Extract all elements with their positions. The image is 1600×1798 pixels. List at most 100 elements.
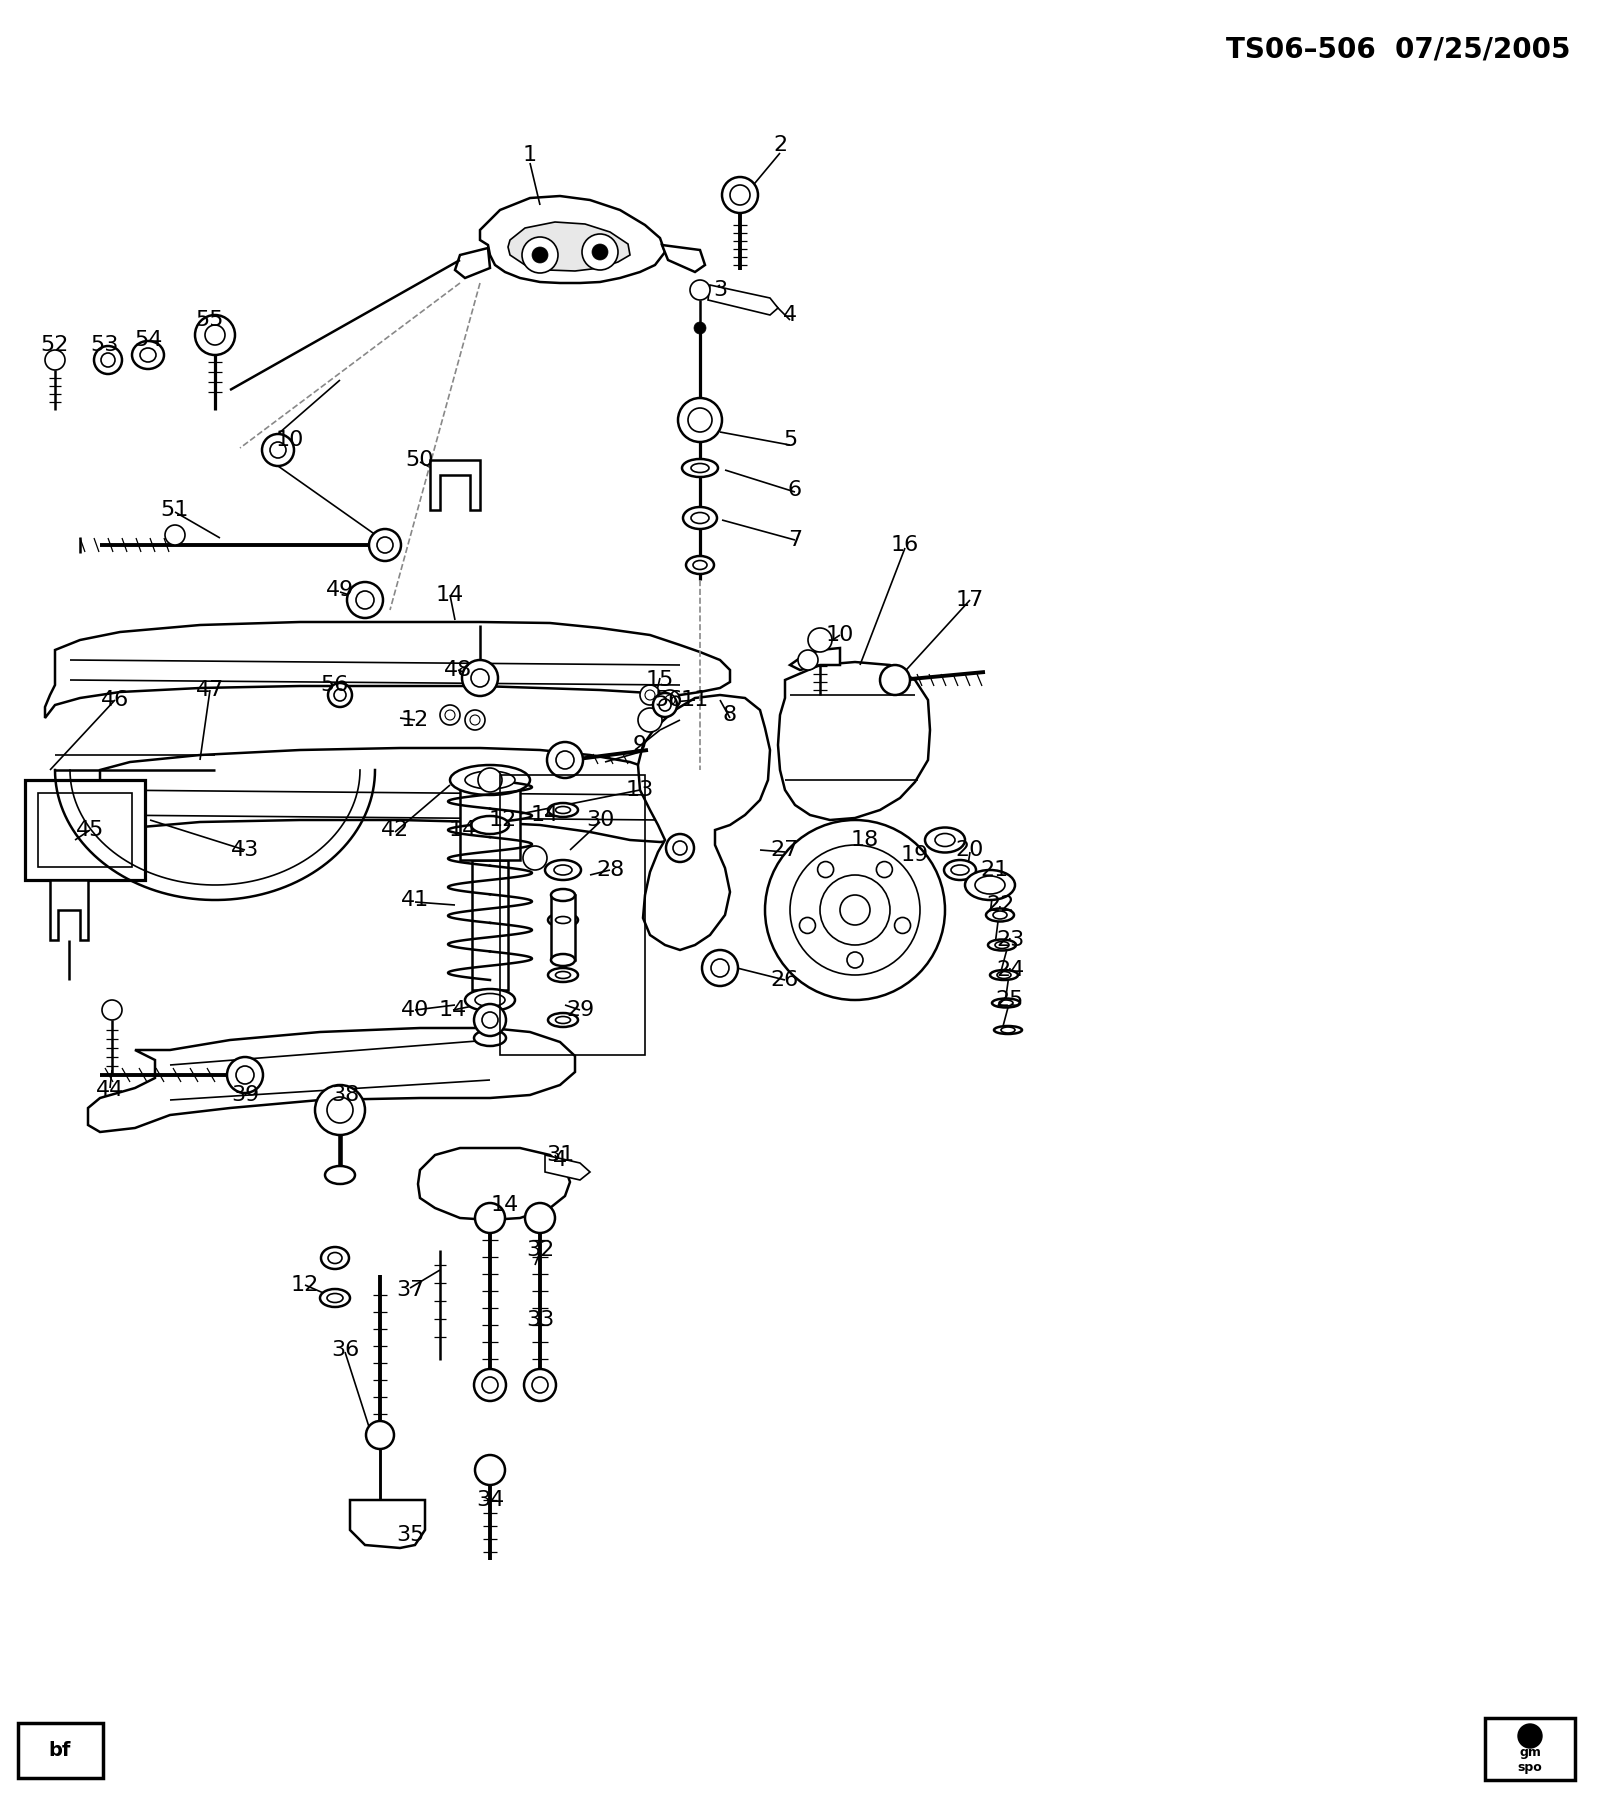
Ellipse shape bbox=[989, 940, 1016, 951]
Ellipse shape bbox=[691, 512, 709, 523]
Text: 56: 56 bbox=[322, 674, 349, 696]
Circle shape bbox=[328, 683, 352, 707]
Ellipse shape bbox=[547, 804, 578, 816]
Polygon shape bbox=[45, 622, 730, 717]
Circle shape bbox=[638, 708, 662, 732]
Circle shape bbox=[800, 917, 816, 933]
Circle shape bbox=[355, 592, 374, 610]
Circle shape bbox=[1518, 1724, 1542, 1748]
Polygon shape bbox=[546, 1154, 590, 1179]
Polygon shape bbox=[480, 196, 666, 282]
Polygon shape bbox=[509, 221, 630, 271]
Circle shape bbox=[523, 847, 547, 870]
Bar bbox=[472, 859, 509, 991]
Ellipse shape bbox=[466, 771, 515, 789]
Ellipse shape bbox=[944, 859, 976, 879]
Circle shape bbox=[525, 1368, 557, 1401]
Circle shape bbox=[531, 246, 547, 263]
Circle shape bbox=[818, 861, 834, 877]
Circle shape bbox=[440, 705, 461, 725]
Ellipse shape bbox=[974, 876, 1005, 894]
Ellipse shape bbox=[686, 556, 714, 574]
Text: 23: 23 bbox=[995, 930, 1024, 949]
Polygon shape bbox=[54, 748, 715, 858]
Circle shape bbox=[165, 525, 186, 545]
Ellipse shape bbox=[950, 865, 970, 876]
Text: 55: 55 bbox=[195, 309, 224, 331]
Circle shape bbox=[366, 1420, 394, 1449]
Circle shape bbox=[666, 834, 694, 861]
Circle shape bbox=[195, 315, 235, 354]
Ellipse shape bbox=[683, 507, 717, 529]
Text: 15: 15 bbox=[646, 671, 674, 690]
Text: 14: 14 bbox=[438, 1000, 467, 1019]
Polygon shape bbox=[88, 1028, 574, 1133]
Circle shape bbox=[710, 958, 730, 976]
Ellipse shape bbox=[555, 1016, 571, 1023]
Bar bbox=[26, 780, 146, 879]
Text: 13: 13 bbox=[626, 780, 654, 800]
Circle shape bbox=[798, 651, 818, 671]
Polygon shape bbox=[662, 245, 706, 271]
Polygon shape bbox=[638, 696, 770, 949]
Text: 1: 1 bbox=[523, 146, 538, 165]
Text: 32: 32 bbox=[526, 1241, 554, 1260]
Circle shape bbox=[846, 951, 862, 967]
Ellipse shape bbox=[470, 816, 509, 834]
Text: 14: 14 bbox=[491, 1196, 518, 1215]
Ellipse shape bbox=[325, 1165, 355, 1185]
Ellipse shape bbox=[94, 345, 122, 374]
Ellipse shape bbox=[693, 561, 707, 570]
Circle shape bbox=[877, 861, 893, 877]
Ellipse shape bbox=[474, 1030, 506, 1046]
Bar bbox=[18, 1722, 102, 1778]
Text: 12: 12 bbox=[291, 1275, 318, 1295]
Text: 40: 40 bbox=[402, 1000, 429, 1019]
Text: 30: 30 bbox=[586, 811, 614, 831]
Text: 4: 4 bbox=[554, 1151, 566, 1170]
Text: 29: 29 bbox=[566, 1000, 594, 1019]
Text: 12: 12 bbox=[490, 811, 517, 831]
Circle shape bbox=[227, 1057, 262, 1093]
Text: 18: 18 bbox=[851, 831, 878, 850]
Circle shape bbox=[640, 685, 661, 705]
Ellipse shape bbox=[328, 1253, 342, 1264]
Ellipse shape bbox=[995, 942, 1010, 949]
Ellipse shape bbox=[547, 913, 578, 928]
Text: 14: 14 bbox=[450, 820, 477, 840]
Text: 41: 41 bbox=[402, 890, 429, 910]
Circle shape bbox=[102, 1000, 122, 1019]
Circle shape bbox=[474, 1368, 506, 1401]
Text: 39: 39 bbox=[230, 1084, 259, 1106]
Text: 51: 51 bbox=[162, 500, 189, 520]
Ellipse shape bbox=[550, 888, 574, 901]
Ellipse shape bbox=[990, 969, 1018, 980]
Bar bbox=[1485, 1719, 1574, 1780]
Polygon shape bbox=[418, 1147, 570, 1221]
Text: bf: bf bbox=[50, 1740, 70, 1760]
Ellipse shape bbox=[997, 971, 1011, 978]
Polygon shape bbox=[778, 662, 930, 820]
Ellipse shape bbox=[101, 352, 115, 367]
Ellipse shape bbox=[986, 908, 1014, 922]
Circle shape bbox=[482, 1377, 498, 1393]
Ellipse shape bbox=[554, 865, 573, 876]
Text: 42: 42 bbox=[381, 820, 410, 840]
Text: 53: 53 bbox=[91, 334, 118, 354]
Ellipse shape bbox=[141, 349, 157, 361]
Ellipse shape bbox=[994, 912, 1006, 919]
Bar bbox=[38, 793, 131, 867]
Circle shape bbox=[334, 689, 346, 701]
Ellipse shape bbox=[547, 967, 578, 982]
Text: 50: 50 bbox=[406, 450, 434, 469]
Circle shape bbox=[531, 1377, 547, 1393]
Text: 52: 52 bbox=[42, 334, 69, 354]
Text: 56: 56 bbox=[654, 690, 682, 710]
Ellipse shape bbox=[965, 870, 1014, 901]
Text: 27: 27 bbox=[771, 840, 798, 859]
Circle shape bbox=[482, 1012, 498, 1028]
Circle shape bbox=[237, 1066, 254, 1084]
Text: 9: 9 bbox=[634, 735, 646, 755]
Text: 48: 48 bbox=[443, 660, 472, 680]
Text: gm
spo: gm spo bbox=[1518, 1746, 1542, 1775]
